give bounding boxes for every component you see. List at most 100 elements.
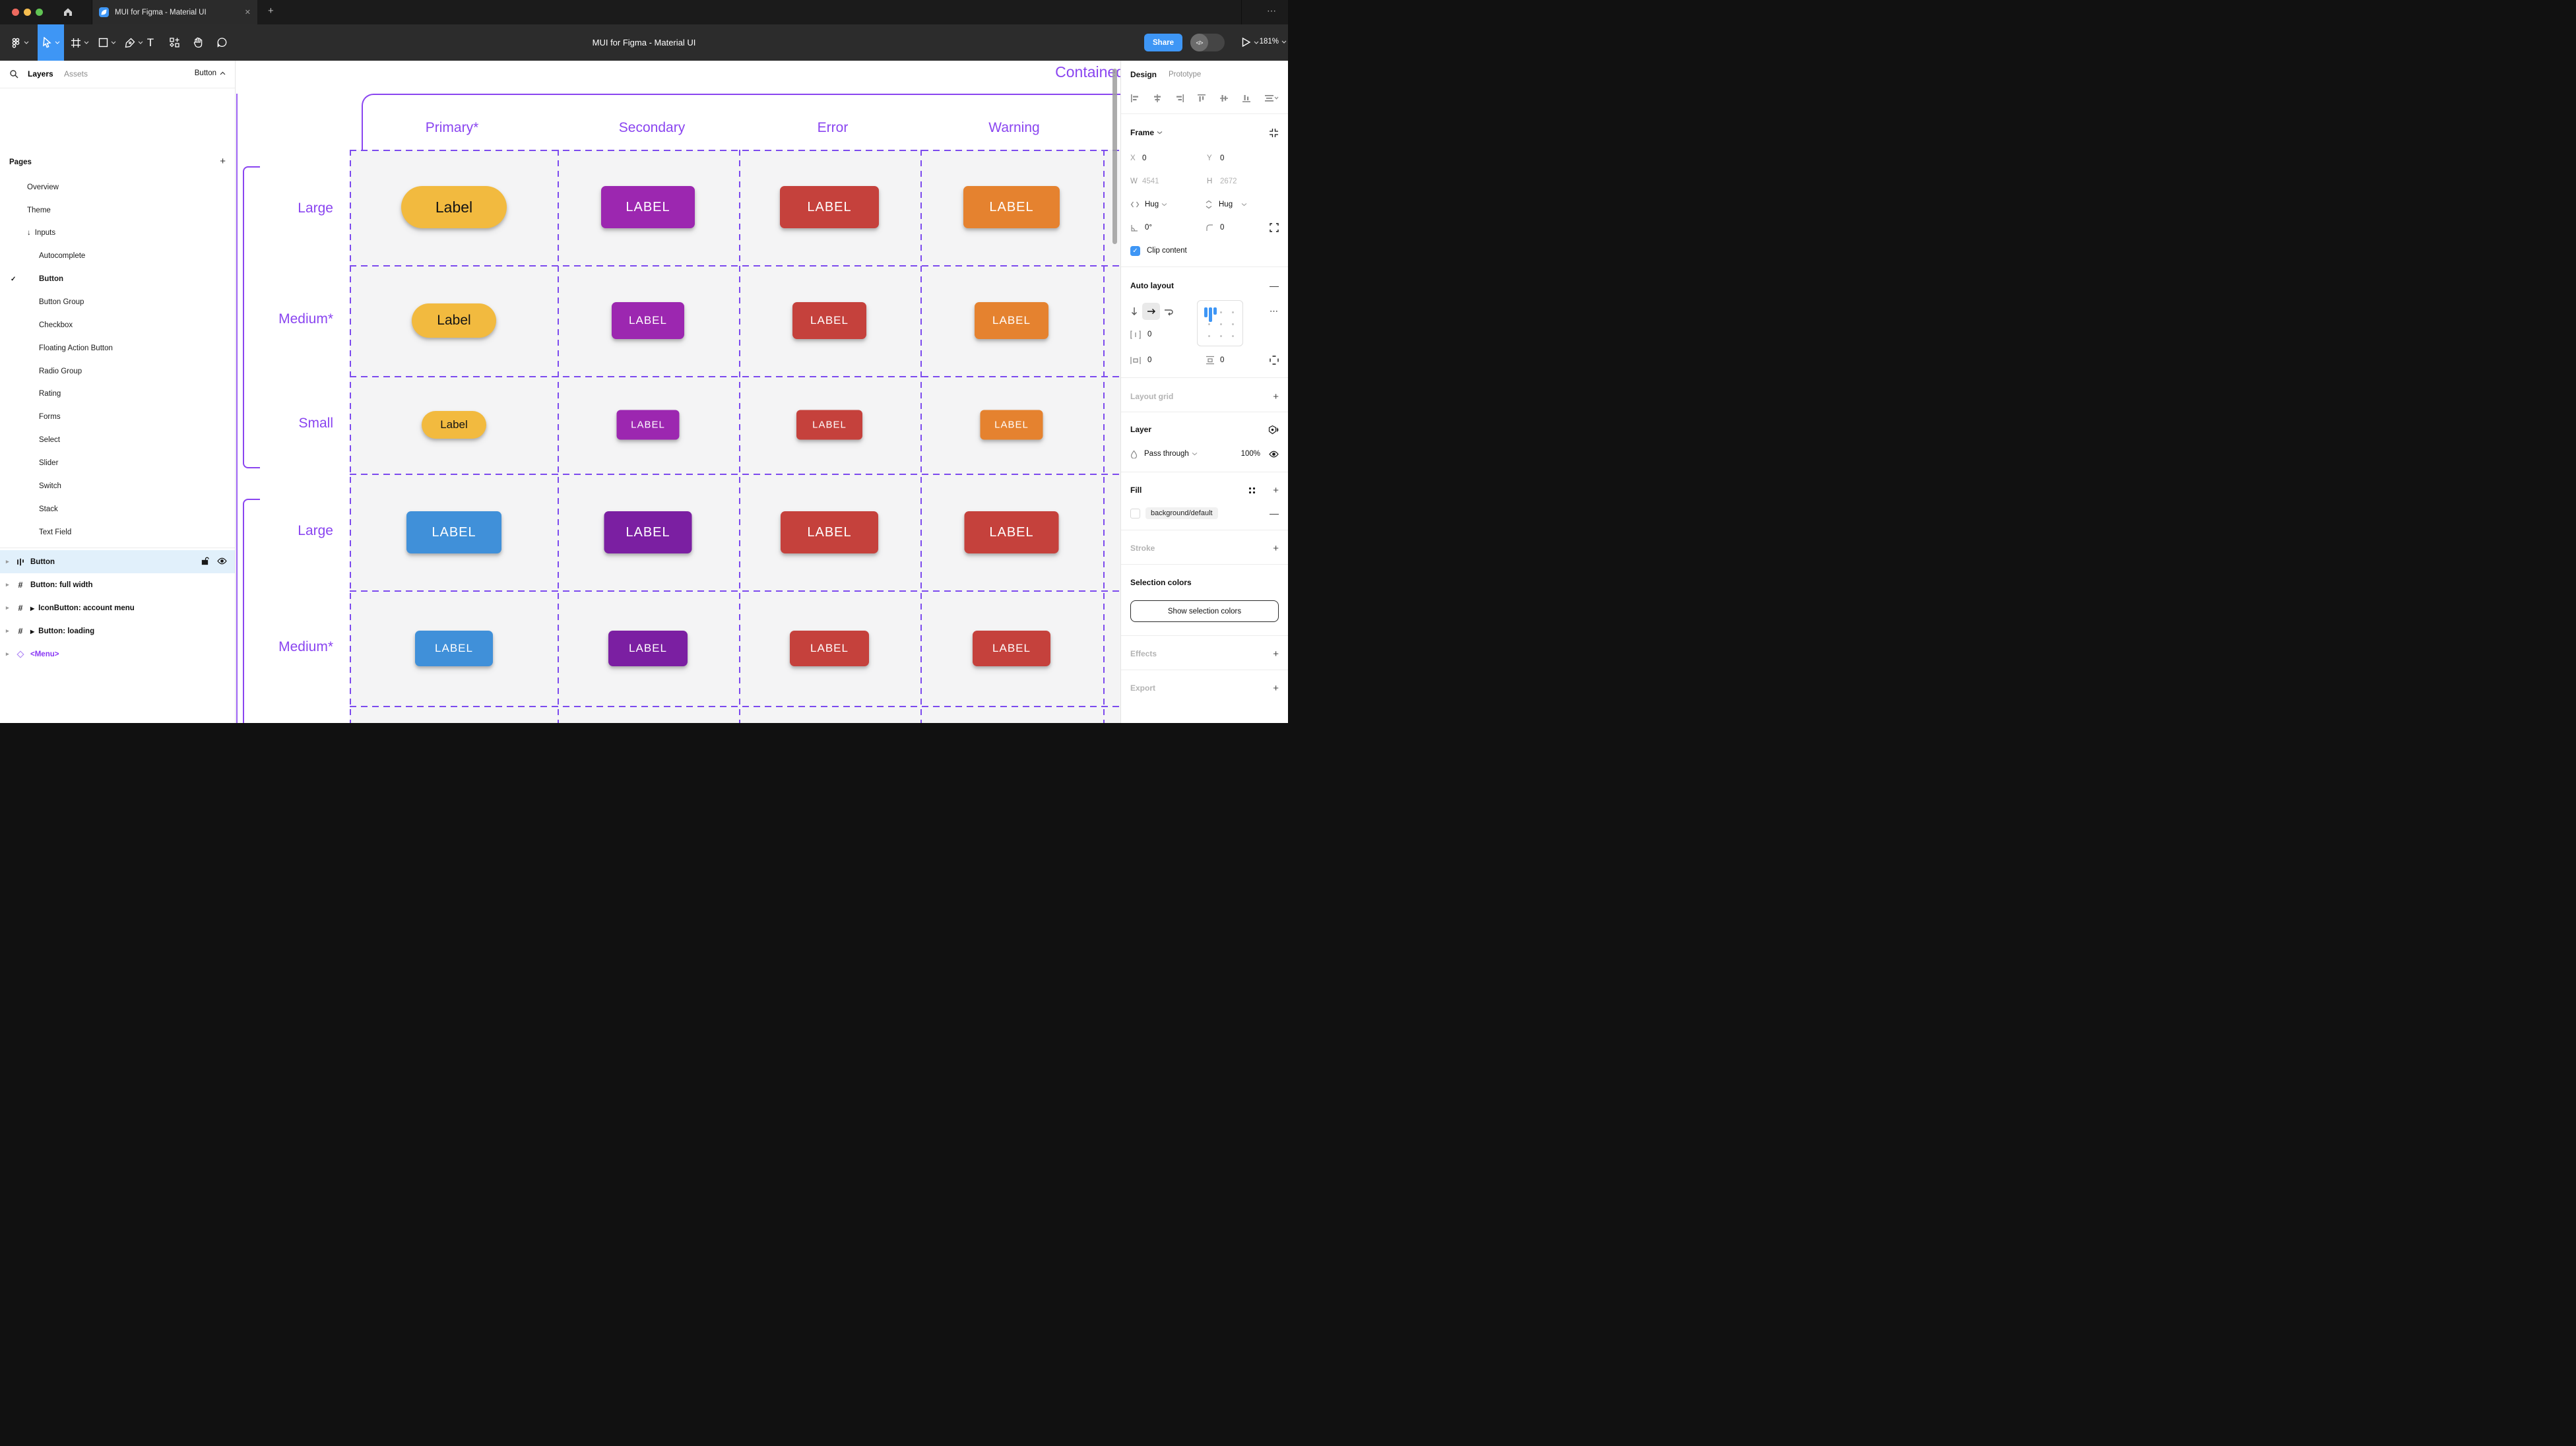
canvas-button-error-large[interactable]: LABEL — [780, 186, 879, 228]
add-effect-button[interactable]: + — [1273, 648, 1279, 660]
tab-prototype[interactable]: Prototype — [1169, 71, 1201, 79]
zoom-menu[interactable]: 181% — [1260, 38, 1287, 46]
caret-icon[interactable]: ▸ — [6, 558, 9, 565]
align-top-icon[interactable] — [1197, 94, 1206, 103]
vertical-padding-value[interactable]: 0 — [1220, 356, 1224, 364]
caret-icon[interactable]: ▸ — [6, 581, 9, 588]
add-fill-button[interactable]: + — [1273, 485, 1279, 496]
canvas-button-secondary-large[interactable]: LABEL — [601, 186, 695, 228]
minimize-window-button[interactable] — [24, 9, 31, 16]
text-tool-button[interactable]: T — [140, 24, 161, 61]
remove-fill-button[interactable]: — — [1270, 508, 1279, 519]
align-left-icon[interactable] — [1130, 94, 1140, 103]
collapse-icon[interactable] — [1269, 128, 1279, 138]
add-stroke-button[interactable]: + — [1273, 543, 1279, 554]
sidebar-item-button-group[interactable]: Button Group — [0, 292, 235, 312]
sidebar-item-floating-action-button[interactable]: Floating Action Button — [0, 338, 235, 358]
opacity-value[interactable]: 100% — [1241, 450, 1260, 458]
h-value[interactable]: 2672 — [1220, 177, 1237, 185]
show-selection-colors-button[interactable]: Show selection colors — [1130, 600, 1279, 622]
sidebar-item-checkbox[interactable]: Checkbox — [0, 315, 235, 335]
canvas-button-secondary-medium-2[interactable]: LABEL — [608, 631, 688, 666]
sidebar-item-stack[interactable]: Stack — [0, 499, 235, 519]
canvas-button-primary-large[interactable]: Label — [401, 186, 507, 228]
search-icon[interactable] — [9, 69, 18, 79]
canvas-button-warning-large-2[interactable]: LABEL — [965, 511, 1059, 553]
move-tool-button[interactable] — [38, 24, 64, 61]
canvas-button-secondary-large-2[interactable]: LABEL — [604, 511, 692, 553]
tab-layers[interactable]: Layers — [28, 69, 53, 79]
align-vertical-center-icon[interactable] — [1219, 94, 1229, 103]
layout-horizontal-icon[interactable] — [1142, 303, 1160, 320]
add-page-button[interactable]: + — [220, 156, 226, 167]
horizontal-padding-value[interactable]: 0 — [1147, 356, 1151, 364]
align-right-icon[interactable] — [1175, 94, 1184, 103]
sidebar-item-text-field[interactable]: Text Field — [0, 522, 235, 542]
canvas-button-primary-medium-2[interactable]: LABEL — [415, 631, 493, 666]
dev-mode-toggle[interactable]: </> — [1190, 34, 1225, 51]
frame-tool-button[interactable] — [66, 24, 94, 61]
document-tab[interactable]: MUI for Figma - Material UI ✕ — [92, 0, 257, 24]
styles-icon[interactable] — [1248, 486, 1256, 495]
independent-corners-icon[interactable] — [1270, 223, 1279, 232]
canvas-button-warning-medium-2[interactable]: LABEL — [973, 631, 1050, 666]
canvas-button-warning-large[interactable]: LABEL — [963, 186, 1060, 228]
fill-style-token[interactable]: background/default — [1145, 507, 1218, 519]
shape-tool-button[interactable] — [93, 24, 121, 61]
layer-row-button[interactable]: ▸ Button — [0, 550, 235, 573]
titlebar-overflow-menu[interactable]: ⋯ — [1267, 5, 1277, 16]
sidebar-item-radio-group[interactable]: Radio Group — [0, 362, 235, 381]
comment-tool-button[interactable] — [210, 24, 234, 61]
canvas-button-primary-small[interactable]: Label — [422, 411, 486, 439]
add-export-button[interactable]: + — [1273, 683, 1279, 694]
current-page-selector[interactable]: Button — [195, 69, 226, 77]
caret-icon[interactable]: ▸ — [6, 627, 9, 635]
maximize-window-button[interactable] — [36, 9, 43, 16]
canvas-button-primary-large-2[interactable]: LABEL — [406, 511, 501, 553]
sidebar-item-rating[interactable]: Rating — [0, 384, 235, 404]
blend-mode-icon[interactable] — [1268, 425, 1279, 435]
rotation-value[interactable]: 0° — [1145, 224, 1152, 232]
x-value[interactable]: 0 — [1142, 154, 1146, 162]
sidebar-item-button[interactable]: ✓ Button — [0, 269, 235, 289]
auto-layout-more-icon[interactable]: ⋯ — [1270, 306, 1279, 317]
visibility-icon[interactable] — [1269, 451, 1279, 458]
tab-design[interactable]: Design — [1130, 70, 1157, 79]
remove-auto-layout-button[interactable]: — — [1270, 280, 1279, 291]
sidebar-item-forms[interactable]: Forms — [0, 407, 235, 427]
visibility-icon[interactable] — [217, 557, 227, 567]
tab-assets[interactable]: Assets — [64, 69, 88, 79]
canvas-button-secondary-small[interactable]: LABEL — [617, 410, 680, 440]
layer-row-button-full-width[interactable]: ▸ # Button: full width — [0, 573, 235, 596]
hug-horizontal[interactable]: Hug — [1145, 201, 1159, 208]
home-icon[interactable] — [62, 6, 74, 21]
y-value[interactable]: 0 — [1220, 154, 1224, 162]
individual-padding-icon[interactable] — [1270, 356, 1279, 365]
distribute-icon[interactable] — [1264, 94, 1279, 103]
canvas-button-secondary-medium[interactable]: LABEL — [612, 302, 684, 339]
sidebar-item-slider[interactable]: Slider — [0, 453, 235, 473]
canvas-button-error-small[interactable]: LABEL — [796, 410, 862, 440]
sidebar-item-overview[interactable]: Overview — [0, 177, 235, 197]
gap-value[interactable]: 0 — [1147, 330, 1151, 338]
canvas-button-error-medium-2[interactable]: LABEL — [790, 631, 869, 666]
sidebar-item-select[interactable]: Select — [0, 430, 235, 450]
frame-title[interactable]: Contained — [1055, 63, 1120, 81]
canvas-button-error-large-2[interactable]: LABEL — [781, 511, 878, 553]
hug-vertical[interactable]: Hug — [1219, 201, 1233, 208]
canvas-scrollbar[interactable] — [1112, 69, 1117, 244]
layer-row-iconbutton-account-menu[interactable]: ▸ # ▶IconButton: account menu — [0, 596, 235, 619]
canvas-button-warning-small[interactable]: LABEL — [981, 410, 1043, 440]
canvas-button-warning-medium[interactable]: LABEL — [975, 302, 1048, 339]
sidebar-item-theme[interactable]: Theme — [0, 201, 235, 220]
fill-color-swatch[interactable] — [1130, 509, 1140, 519]
resources-tool-button[interactable] — [162, 24, 186, 61]
align-bottom-icon[interactable] — [1242, 94, 1251, 103]
align-horizontal-center-icon[interactable] — [1153, 94, 1162, 103]
present-button[interactable] — [1241, 37, 1259, 47]
canvas[interactable]: Label LABEL LABEL LABEL Label LABEL LABE… — [236, 61, 1120, 723]
blend-mode-value[interactable]: Pass through — [1144, 450, 1189, 458]
corner-radius-value[interactable]: 0 — [1220, 224, 1224, 232]
layer-row-button-loading[interactable]: ▸ # ▶Button: loading — [0, 619, 235, 643]
sidebar-item-switch[interactable]: Switch — [0, 476, 235, 496]
